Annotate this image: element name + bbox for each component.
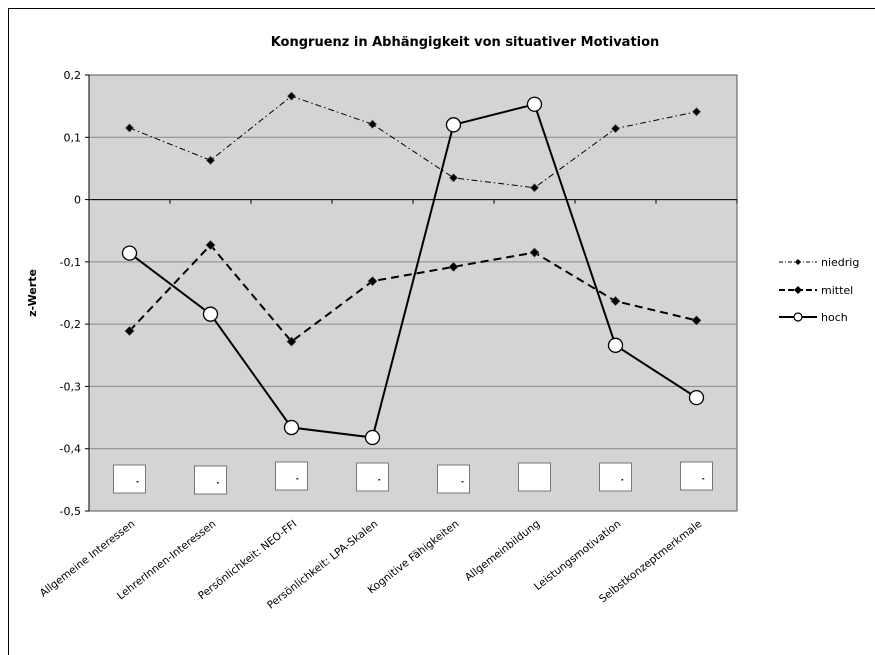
data-point-niedrig bbox=[125, 123, 134, 133]
label-box-mark bbox=[461, 481, 464, 483]
y-tick-label: -0,2 bbox=[60, 318, 81, 331]
label-box bbox=[680, 461, 713, 491]
data-point-hoch bbox=[688, 389, 705, 406]
y-tick-label: 0 bbox=[74, 194, 81, 207]
data-point-niedrig bbox=[530, 183, 539, 193]
chart-title: Kongruenz in Abhängigkeit von situativer… bbox=[271, 35, 660, 50]
label-box-mark bbox=[296, 478, 299, 480]
y-tick-label: -0,3 bbox=[60, 380, 81, 393]
data-point-niedrig bbox=[611, 124, 620, 133]
data-point-mittel bbox=[610, 296, 621, 307]
legend: niedrig mittel hoch bbox=[779, 256, 859, 324]
data-point-niedrig bbox=[368, 119, 377, 129]
series-line-mittel bbox=[128, 243, 697, 343]
chart-frame bbox=[8, 8, 875, 655]
legend-label: hoch bbox=[821, 311, 848, 324]
data-point-mittel bbox=[124, 326, 135, 336]
series-hoch bbox=[121, 96, 705, 446]
y-tick-labels: 0,2 0,1 0 -0,1 -0,2 -0,3 -0,4 -0,5 bbox=[60, 69, 81, 518]
label-box-mark bbox=[378, 479, 381, 481]
series-niedrig bbox=[125, 91, 701, 193]
data-point-hoch bbox=[607, 337, 624, 353]
label-box bbox=[275, 461, 308, 491]
label-boxes bbox=[113, 461, 713, 495]
y-tick-label: 0,1 bbox=[64, 131, 82, 144]
y-tick-label: -0,5 bbox=[60, 505, 81, 518]
legend-label: niedrig bbox=[821, 256, 859, 269]
data-point-mittel bbox=[529, 247, 540, 258]
label-box bbox=[599, 462, 632, 492]
label-box-mark bbox=[216, 482, 219, 484]
data-point-hoch bbox=[526, 96, 543, 112]
data-point-mittel bbox=[367, 276, 378, 287]
label-box-mark bbox=[136, 481, 139, 483]
data-point-niedrig bbox=[692, 107, 701, 117]
data-point-hoch bbox=[202, 306, 219, 322]
data-point-mittel bbox=[691, 315, 702, 326]
y-tick-label: -0,4 bbox=[60, 443, 81, 456]
y-axis-label: z-Werte bbox=[26, 269, 39, 317]
label-box-mark bbox=[621, 479, 624, 481]
x-category-label: Allgemeinbildung bbox=[463, 518, 543, 584]
legend-marker bbox=[794, 286, 802, 294]
y-tick-label: 0,2 bbox=[64, 69, 82, 82]
legend-label: mittel bbox=[821, 284, 853, 297]
label-box bbox=[356, 462, 389, 492]
label-box bbox=[437, 464, 470, 494]
legend-item-mittel: mittel bbox=[779, 284, 853, 297]
data-point-mittel bbox=[286, 336, 297, 347]
label-box bbox=[194, 465, 227, 495]
x-category-label: Leistungsmotivation bbox=[532, 518, 623, 593]
legend-item-niedrig: niedrig bbox=[779, 256, 859, 269]
data-point-hoch bbox=[445, 117, 462, 133]
series-line-niedrig bbox=[129, 95, 697, 189]
data-point-niedrig bbox=[449, 173, 458, 183]
data-point-niedrig bbox=[206, 155, 215, 165]
data-point-mittel bbox=[448, 261, 459, 272]
label-box-mark bbox=[702, 478, 705, 480]
data-point-hoch bbox=[283, 419, 300, 436]
y-tick-label: -0,1 bbox=[60, 256, 81, 269]
data-point-hoch bbox=[121, 245, 138, 261]
series-mittel bbox=[124, 240, 702, 347]
x-category-label: Kognitive Fähigkeiten bbox=[366, 518, 462, 596]
data-point-mittel bbox=[205, 240, 216, 250]
legend-item-hoch: hoch bbox=[779, 311, 848, 324]
label-box bbox=[113, 464, 146, 494]
data-point-hoch bbox=[364, 429, 381, 446]
data-point-niedrig bbox=[287, 91, 296, 101]
label-box bbox=[518, 462, 551, 492]
legend-marker bbox=[793, 312, 803, 322]
plot-area bbox=[88, 74, 738, 512]
x-category-labels: Allgemeine InteressenLehrerInnen-Interes… bbox=[38, 518, 705, 612]
series-group bbox=[121, 91, 705, 446]
axes bbox=[88, 75, 738, 511]
series-line-hoch bbox=[128, 103, 698, 439]
legend-marker bbox=[795, 259, 801, 265]
